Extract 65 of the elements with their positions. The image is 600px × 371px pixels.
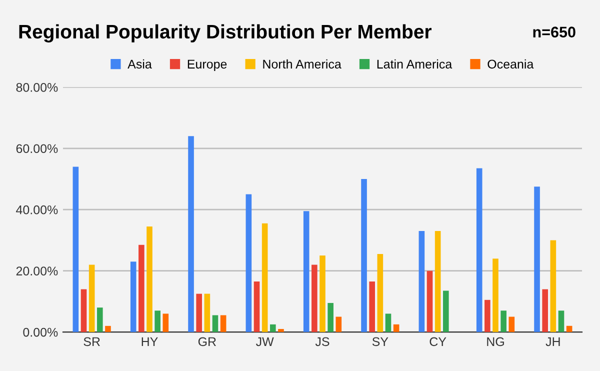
bar	[254, 282, 260, 332]
bar	[500, 310, 506, 332]
bar	[550, 240, 556, 332]
bar	[393, 324, 400, 332]
bar	[204, 294, 210, 332]
x-tick-label: SR	[84, 337, 100, 346]
bar	[534, 186, 540, 332]
bar	[426, 270, 433, 332]
bar	[72, 166, 79, 332]
y-tick-label: 0.00%	[23, 328, 58, 337]
x-tick-label: GR	[198, 337, 216, 346]
bar	[492, 258, 498, 332]
bar	[377, 254, 384, 332]
y-tick-label: 60.00%	[16, 144, 58, 154]
bar	[80, 289, 87, 332]
bar	[418, 231, 425, 332]
legend-label: Oceania	[488, 59, 534, 69]
bar	[246, 194, 252, 332]
y-tick-label: 40.00%	[16, 205, 58, 214]
bar	[146, 226, 152, 332]
x-tick-label: NG	[487, 337, 504, 346]
bar	[196, 294, 202, 332]
bar	[154, 310, 160, 332]
bar	[220, 315, 226, 332]
bar	[434, 231, 441, 332]
y-tick-label: 80.00%	[16, 82, 58, 92]
x-tick-label: JW	[256, 337, 274, 346]
bar	[312, 264, 318, 332]
bar	[262, 223, 268, 332]
bar	[320, 256, 326, 332]
bar	[188, 136, 194, 332]
bar	[105, 326, 111, 332]
bar	[328, 302, 334, 332]
bar	[566, 326, 572, 332]
bar	[443, 290, 449, 332]
legend-label: North America	[263, 59, 342, 69]
bar	[270, 324, 276, 332]
y-tick-label: 20.00%	[16, 266, 58, 276]
bar	[162, 314, 169, 332]
bar	[558, 310, 564, 332]
legend-label: Asia	[128, 59, 152, 69]
bar	[542, 289, 548, 332]
x-tick-label: HY	[142, 337, 158, 346]
bar	[138, 244, 144, 332]
bar	[336, 316, 342, 332]
x-tick-label: SY	[372, 337, 388, 346]
bar	[130, 262, 136, 332]
x-tick-label: CY	[430, 337, 446, 346]
bar	[212, 315, 218, 332]
legend-label: Europe	[188, 60, 227, 72]
x-tick-label: JH	[546, 337, 560, 346]
bar	[508, 316, 515, 332]
legend-label: Latin America	[377, 59, 452, 69]
x-tick-label: JS	[315, 337, 330, 346]
text: n=650	[533, 26, 576, 38]
chart-title: Regional Popularity Distribution Per Member	[19, 24, 432, 42]
bar	[303, 211, 310, 332]
bar	[385, 314, 392, 332]
bar	[484, 300, 490, 332]
bar	[278, 328, 284, 332]
bar	[361, 179, 367, 332]
bar	[88, 264, 95, 332]
bar	[369, 282, 375, 332]
bar	[476, 168, 482, 332]
bar	[97, 308, 103, 332]
